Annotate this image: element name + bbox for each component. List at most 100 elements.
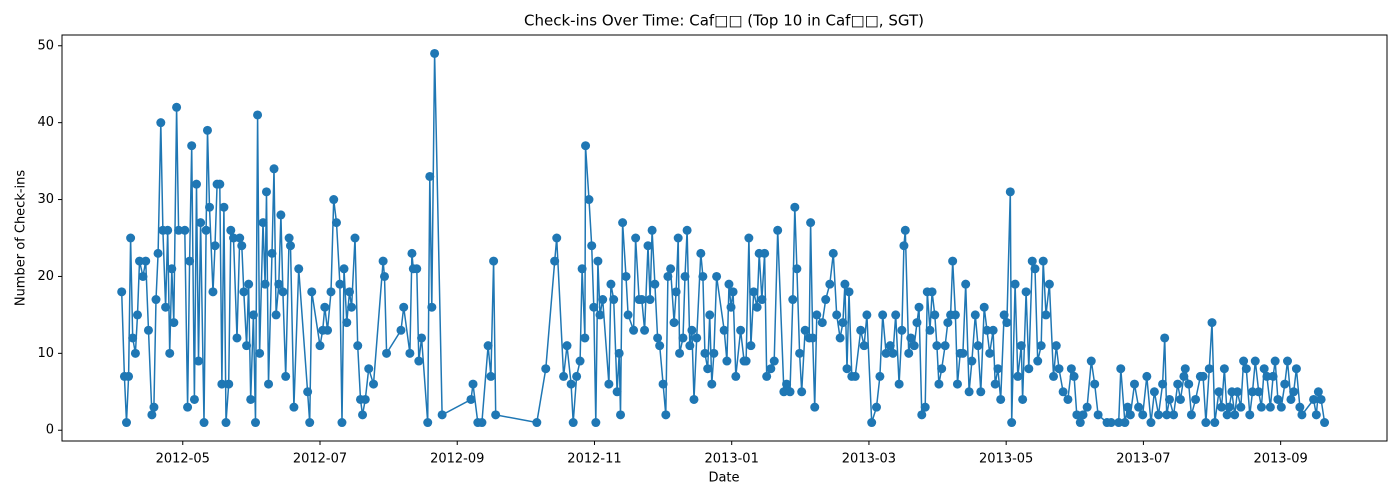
data-point (575, 356, 585, 366)
data-point (744, 233, 754, 243)
data-point (305, 418, 315, 428)
data-point (1013, 371, 1023, 381)
data-point (1075, 418, 1085, 428)
data-point (614, 348, 624, 358)
data-point (1232, 387, 1242, 397)
data-point (1230, 410, 1240, 420)
data-point (1090, 379, 1100, 389)
data-point (806, 218, 816, 228)
data-point (835, 333, 845, 343)
data-point (897, 325, 907, 335)
data-point (285, 241, 295, 251)
data-point (427, 302, 437, 312)
y-tick-label: 20 (37, 269, 54, 284)
data-point (163, 225, 173, 235)
data-point (1123, 402, 1133, 412)
data-point (208, 287, 218, 297)
data-point (141, 256, 151, 266)
data-point (1289, 387, 1299, 397)
data-point (1106, 418, 1116, 428)
data-point (961, 279, 971, 289)
data-point (993, 364, 1003, 374)
data-point (1175, 394, 1185, 404)
data-point (1018, 394, 1028, 404)
data-point (1142, 371, 1152, 381)
data-point (1016, 341, 1026, 351)
data-point (643, 241, 653, 251)
data-point (640, 325, 650, 335)
data-point (1146, 418, 1156, 428)
data-point (307, 287, 317, 297)
data-point (326, 287, 336, 297)
data-point (746, 341, 756, 351)
data-point (353, 341, 363, 351)
data-point (736, 325, 746, 335)
data-point (580, 333, 590, 343)
data-point (999, 310, 1009, 320)
data-point (749, 287, 759, 297)
data-point (785, 387, 795, 397)
data-point (669, 318, 679, 328)
data-point (239, 287, 249, 297)
data-point (122, 418, 132, 428)
data-point (623, 310, 633, 320)
data-point (1204, 364, 1214, 374)
x-tick-label: 2012-09 (430, 452, 484, 467)
data-point (1044, 279, 1054, 289)
data-point (202, 125, 212, 135)
data-point (967, 356, 977, 366)
data-point (606, 279, 616, 289)
data-point (1191, 394, 1201, 404)
data-point (687, 325, 697, 335)
data-point (568, 418, 578, 428)
data-point (1093, 410, 1103, 420)
data-point (757, 295, 767, 305)
data-point (1027, 256, 1037, 266)
data-point (143, 325, 153, 335)
data-point (1256, 402, 1266, 412)
data-point (1030, 264, 1040, 274)
data-point (149, 402, 159, 412)
data-point (598, 295, 608, 305)
data-point (126, 233, 136, 243)
data-point (347, 302, 357, 312)
data-point (1222, 410, 1232, 420)
data-point (167, 264, 177, 274)
data-point (925, 325, 935, 335)
data-point (189, 394, 199, 404)
data-point (840, 279, 850, 289)
data-point (1313, 387, 1323, 397)
data-point (658, 379, 668, 389)
data-point (647, 225, 657, 235)
data-point (320, 302, 330, 312)
data-point (552, 233, 562, 243)
data-point (909, 341, 919, 351)
data-point (934, 379, 944, 389)
data-point (229, 233, 239, 243)
data-point (1010, 279, 1020, 289)
data-point (486, 371, 496, 381)
data-point (577, 264, 587, 274)
data-point (1051, 341, 1061, 351)
data-point (466, 394, 476, 404)
data-point (315, 341, 325, 351)
data-point (871, 402, 881, 412)
data-point (345, 287, 355, 297)
data-point (875, 371, 885, 381)
data-point (950, 310, 960, 320)
data-point (888, 348, 898, 358)
data-point (1066, 364, 1076, 374)
data-point (1198, 371, 1208, 381)
data-point (696, 248, 706, 258)
data-point (790, 202, 800, 212)
data-point (235, 233, 245, 243)
data-point (1276, 402, 1286, 412)
data-point (289, 402, 299, 412)
data-point (261, 187, 271, 197)
data-point (741, 356, 751, 366)
data-point (952, 379, 962, 389)
data-point (147, 410, 157, 420)
data-point (825, 279, 835, 289)
data-point (1311, 410, 1321, 420)
